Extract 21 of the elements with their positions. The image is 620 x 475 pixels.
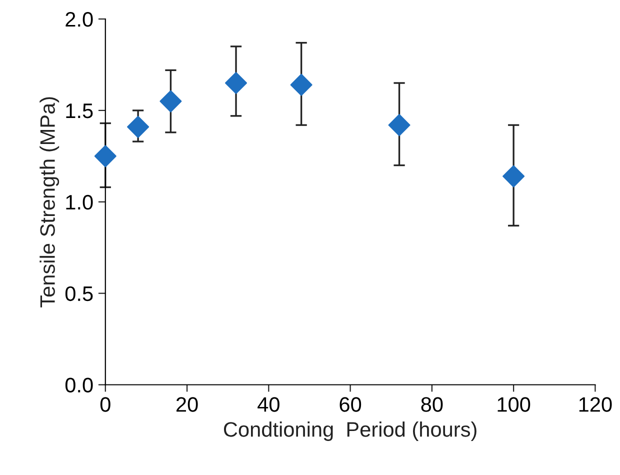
point xyxy=(290,74,312,96)
point xyxy=(94,145,116,168)
x-axis-title: Condtioning Period (hours) xyxy=(224,422,476,441)
point xyxy=(127,116,150,138)
y-tick-label: 0.0 xyxy=(65,378,93,393)
point xyxy=(502,165,525,188)
x-tick-label: 40 xyxy=(258,397,280,412)
y-tick-label: 0.5 xyxy=(65,286,93,302)
y-tick-label: 2.0 xyxy=(66,12,93,27)
point xyxy=(160,90,182,112)
point xyxy=(388,114,410,136)
x-tick-label: 80 xyxy=(421,397,443,412)
x-tick-label: 60 xyxy=(340,397,362,412)
y-axis-title: Tensile Strength (MPa) xyxy=(40,97,60,308)
x-tick-label: 100 xyxy=(498,397,530,412)
point xyxy=(225,72,248,94)
y-tick-label: 1.0 xyxy=(66,194,93,210)
x-tick-label: 20 xyxy=(176,397,198,412)
x-tick-label: 120 xyxy=(579,397,612,412)
y-tick-label: 1.5 xyxy=(66,104,93,118)
x-tick-label: 0 xyxy=(100,397,110,412)
